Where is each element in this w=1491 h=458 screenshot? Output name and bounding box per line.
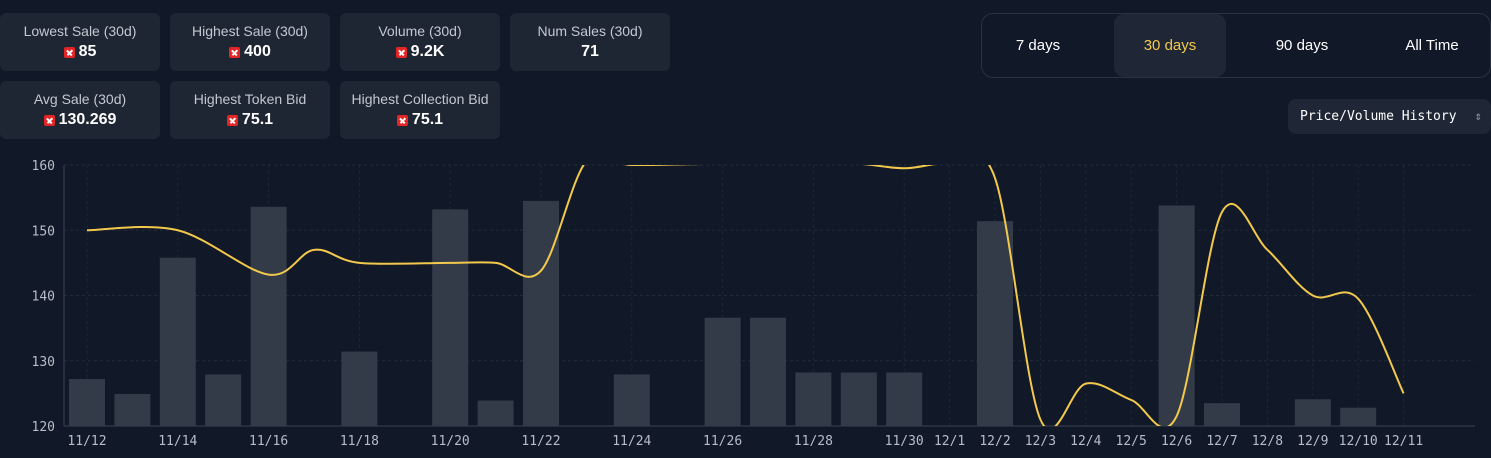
time-range-option[interactable]: 90 days bbox=[1275, 37, 1329, 54]
stat-card: Lowest Sale (30d) 85 bbox=[0, 13, 160, 71]
price-line bbox=[86, 165, 1405, 426]
stat-value-text: 9.2K bbox=[410, 43, 445, 60]
x-tick-label: 11/14 bbox=[158, 434, 197, 449]
stat-value: 400 bbox=[170, 43, 330, 61]
y-tick-label: 120 bbox=[32, 420, 55, 435]
volume-bar bbox=[840, 372, 877, 426]
x-tick-label: 12/1 bbox=[934, 434, 965, 449]
x-tick-label: 12/10 bbox=[1339, 434, 1378, 449]
red-cross-token-icon bbox=[63, 46, 75, 58]
y-tick-label: 160 bbox=[32, 159, 55, 174]
x-tick-label: 11/30 bbox=[885, 434, 924, 449]
x-tick-label: 11/16 bbox=[249, 434, 288, 449]
x-tick-label: 11/22 bbox=[521, 434, 560, 449]
stat-value-text: 75.1 bbox=[411, 111, 444, 128]
x-tick-label: 12/2 bbox=[979, 434, 1010, 449]
volume-bar bbox=[432, 209, 469, 426]
x-tick-label: 12/5 bbox=[1116, 434, 1147, 449]
red-cross-token-icon bbox=[396, 114, 408, 126]
volume-bar bbox=[477, 400, 514, 426]
x-tick-label: 12/4 bbox=[1070, 434, 1101, 449]
red-cross-token-icon bbox=[229, 46, 241, 58]
stat-label: Num Sales (30d) bbox=[537, 23, 643, 39]
x-tick-label: 11/20 bbox=[431, 434, 470, 449]
volume-bar bbox=[1204, 403, 1240, 426]
x-tick-label: 11/18 bbox=[340, 434, 379, 449]
stat-label: Highest Collection Bid bbox=[351, 91, 489, 107]
volume-bar bbox=[750, 317, 786, 426]
volume-bar bbox=[1294, 399, 1331, 426]
x-tick-label: 11/26 bbox=[703, 434, 742, 449]
y-tick-label: 140 bbox=[32, 290, 55, 305]
red-cross-token-icon bbox=[226, 114, 238, 126]
x-tick-label: 12/8 bbox=[1252, 434, 1283, 449]
time-range-option[interactable]: 30 days bbox=[1114, 14, 1226, 77]
stat-value-text: 400 bbox=[244, 43, 271, 60]
volume-bar bbox=[205, 374, 242, 426]
stat-value: 85 bbox=[0, 43, 160, 61]
volume-bar bbox=[1340, 407, 1377, 426]
chevron-up-down-icon: ⇕ bbox=[1474, 109, 1482, 123]
red-cross-token-icon bbox=[43, 114, 55, 126]
y-tick-label: 150 bbox=[32, 224, 55, 239]
x-tick-label: 11/28 bbox=[794, 434, 833, 449]
volume-bar bbox=[886, 372, 923, 426]
stat-value: 75.1 bbox=[340, 111, 500, 129]
y-tick-label: 130 bbox=[32, 355, 55, 370]
volume-bar bbox=[977, 221, 1013, 426]
stat-value: 130.269 bbox=[0, 111, 160, 129]
volume-bar bbox=[250, 206, 287, 426]
stat-value: 71 bbox=[510, 43, 670, 61]
volume-bar bbox=[341, 351, 378, 426]
time-range-option[interactable]: All Time bbox=[1405, 37, 1459, 54]
x-tick-label: 12/3 bbox=[1025, 434, 1056, 449]
stat-label: Highest Sale (30d) bbox=[192, 23, 308, 39]
stat-value-text: 75.1 bbox=[241, 111, 274, 128]
x-tick-label: 12/11 bbox=[1384, 434, 1423, 449]
stat-card: Volume (30d) 9.2K bbox=[340, 13, 500, 71]
x-tick-label: 12/6 bbox=[1161, 434, 1192, 449]
stat-card: Highest Token Bid 75.1 bbox=[170, 81, 330, 139]
stat-value: 75.1 bbox=[170, 111, 330, 129]
volume-bar bbox=[69, 379, 105, 426]
stat-value: 9.2K bbox=[340, 43, 500, 61]
x-tick-label: 12/9 bbox=[1297, 434, 1328, 449]
chart-view-select-label: Price/Volume History bbox=[1300, 109, 1457, 124]
x-tick-label: 11/24 bbox=[612, 434, 651, 449]
stat-label: Highest Token Bid bbox=[193, 91, 307, 107]
stat-label: Lowest Sale (30d) bbox=[23, 23, 137, 39]
chart-view-select[interactable]: Price/Volume History ⇕ bbox=[1288, 99, 1491, 134]
volume-bar bbox=[613, 374, 650, 426]
stat-value-text: 85 bbox=[78, 43, 97, 60]
stat-value-text: 130.269 bbox=[58, 111, 117, 128]
stat-label: Avg Sale (30d) bbox=[33, 91, 127, 107]
stat-card: Num Sales (30d) 71 bbox=[510, 13, 670, 71]
volume-bar bbox=[1158, 205, 1195, 426]
red-cross-token-icon bbox=[395, 46, 407, 58]
stat-card: Highest Collection Bid 75.1 bbox=[340, 81, 500, 139]
volume-bar bbox=[159, 257, 196, 426]
stat-label: Volume (30d) bbox=[378, 23, 462, 39]
volume-bar bbox=[523, 200, 559, 426]
stat-value-text: 71 bbox=[581, 43, 599, 60]
x-tick-label: 12/7 bbox=[1206, 434, 1237, 449]
stat-card: Highest Sale (30d) 400 bbox=[170, 13, 330, 71]
time-range-option[interactable]: 7 days bbox=[1015, 37, 1061, 54]
x-tick-label: 11/12 bbox=[67, 434, 106, 449]
volume-bar bbox=[795, 372, 832, 426]
volume-bar bbox=[114, 394, 151, 426]
stat-card: Avg Sale (30d) 130.269 bbox=[0, 81, 160, 139]
volume-bar bbox=[704, 317, 741, 426]
